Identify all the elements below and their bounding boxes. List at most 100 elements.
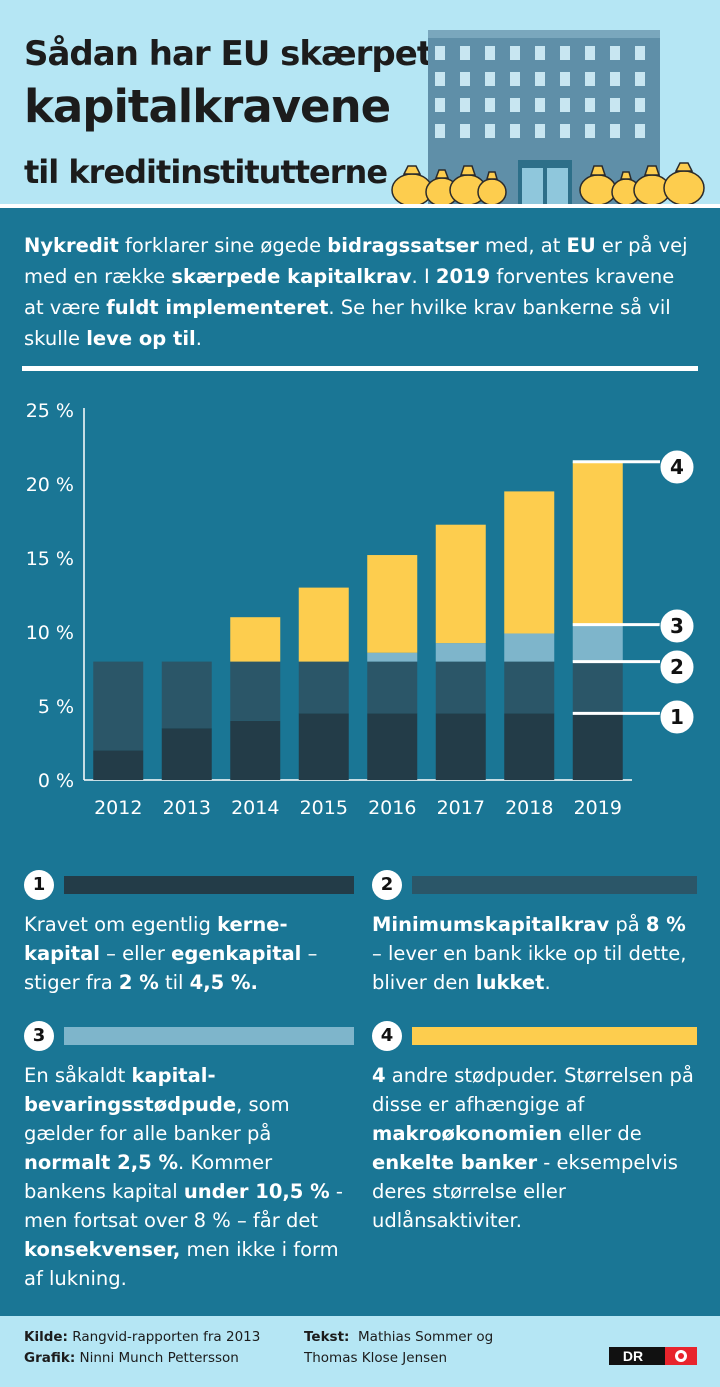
bar-segment-3 bbox=[572, 624, 623, 662]
legend-number-2: 2 bbox=[372, 870, 402, 900]
legend-text-segment: 4,5 %. bbox=[189, 971, 258, 994]
intro-bold: skærpede kapitalkrav bbox=[171, 265, 412, 288]
bar-segment-1 bbox=[435, 713, 486, 780]
legend-text-1: Kravet om egentlig kerne-kapital – eller… bbox=[24, 910, 354, 997]
y-tick-label: 15 % bbox=[26, 548, 74, 570]
intro-bold: 2019 bbox=[435, 265, 491, 288]
intro-bold: EU bbox=[566, 234, 596, 257]
legend-text-segment: En såkaldt bbox=[24, 1064, 132, 1087]
intro-bold: leve op til bbox=[86, 327, 196, 350]
legend-color-bar-3 bbox=[64, 1027, 354, 1045]
bar-segment-2 bbox=[161, 661, 212, 729]
intro-bold: Nykredit bbox=[24, 234, 119, 257]
legend-text-segment: enkelte banker bbox=[372, 1151, 538, 1174]
bar-segment-2 bbox=[230, 661, 281, 721]
intro-text: Nykredit forklarer sine øgede bidragssat… bbox=[24, 230, 700, 354]
footer-credits-left: Kilde: Rangvid-rapporten fra 2013 Grafik… bbox=[24, 1327, 260, 1369]
legend-number-1: 1 bbox=[24, 870, 54, 900]
legend-text-segment: - eksempelvis deres størrelse eller udlå… bbox=[372, 1151, 678, 1232]
footer-credits-right: Tekst: Mathias Sommer og Thomas Klose Je… bbox=[304, 1327, 493, 1369]
legend-text-segment: 4 bbox=[372, 1064, 386, 1087]
x-tick-label: 2019 bbox=[574, 797, 622, 819]
callout-circle-2 bbox=[659, 649, 695, 685]
callout-number-1: 1 bbox=[670, 705, 684, 729]
legend-text-3: En såkaldt kapital-bevaringsstødpude, so… bbox=[24, 1061, 354, 1293]
legend-item-4: 4 4 andre stødpuder. Størrelsen på disse… bbox=[372, 1021, 697, 1235]
tekst-label: Tekst: bbox=[304, 1329, 350, 1345]
bar-segment-2 bbox=[298, 661, 349, 714]
legend-text-segment: men ikke i form af lukning. bbox=[24, 1238, 339, 1290]
legend-item-3: 3 En såkaldt kapital-bevaringsstødpude, … bbox=[24, 1021, 354, 1293]
legend-text-segment: . Kommer bankens kapital bbox=[24, 1151, 273, 1203]
intro-bold: fuldt implementeret bbox=[106, 296, 329, 319]
intro-span: . Se her hvilke krav bankerne så vil sku… bbox=[24, 296, 671, 350]
y-tick-label: 25 % bbox=[26, 400, 74, 422]
callout-circle-1 bbox=[659, 699, 695, 735]
legend-text-4: 4 andre stødpuder. Størrelsen på disse e… bbox=[372, 1061, 697, 1235]
bar-segment-1 bbox=[298, 713, 349, 780]
bar-segment-3 bbox=[367, 652, 418, 662]
legend-item-2: 2 Minimumskapitalkrav på 8 % – lever en … bbox=[372, 870, 697, 997]
bank-building-illustration bbox=[391, 30, 705, 208]
dr-logo-text: DR bbox=[623, 1348, 643, 1364]
legend-text-segment: 8 % bbox=[645, 913, 686, 936]
legend-text-segment: konsekvenser, bbox=[24, 1238, 181, 1261]
intro-span: er på vej med en række bbox=[24, 234, 688, 288]
legend-text-segment: , som gælder for alle banker på bbox=[24, 1093, 290, 1145]
legend-text-segment: andre stødpuder. Størrelsen på disse er … bbox=[372, 1064, 694, 1116]
intro-bold: bidragssatser bbox=[327, 234, 479, 257]
bar-segment-1 bbox=[367, 713, 418, 780]
y-tick-label: 10 % bbox=[26, 622, 74, 644]
legend-text-segment: normalt 2,5 % bbox=[24, 1151, 179, 1174]
y-tick-label: 20 % bbox=[26, 474, 74, 496]
tekst-value: Mathias Sommer og bbox=[358, 1329, 494, 1345]
bar-segment-4 bbox=[230, 617, 281, 662]
stacked-bar-chart: 0 % 5 % 10 % 15 % 20 % 25 % 2012 2013 2014 2015 20… bbox=[26, 400, 695, 819]
legend-text-segment: – stiger fra bbox=[24, 942, 318, 994]
header: Sådan har EU skærpet kapitalkravene til … bbox=[0, 0, 720, 208]
legend-text-segment: til bbox=[158, 971, 190, 994]
intro-span: med, at bbox=[478, 234, 567, 257]
legend-text-segment: under 10,5 % bbox=[183, 1180, 330, 1203]
bar-segment-4 bbox=[435, 524, 486, 644]
legend-item-1: 1 Kravet om egentlig kerne-kapital – ell… bbox=[24, 870, 354, 997]
legend-text-segment: makroøkonomien bbox=[372, 1122, 563, 1145]
x-tick-label: 2015 bbox=[300, 797, 348, 819]
legend-text-segment: lukket bbox=[475, 971, 545, 994]
bar-segment-4 bbox=[572, 461, 623, 625]
legend-color-bar-2 bbox=[412, 876, 697, 894]
bar-segment-1 bbox=[161, 728, 212, 780]
legend-text-segment: kerne-kapital bbox=[24, 913, 288, 965]
x-tick-label: 2017 bbox=[437, 797, 485, 819]
grafik-value: Ninni Munch Pettersson bbox=[79, 1350, 239, 1366]
x-tick-label: 2016 bbox=[368, 797, 416, 819]
bar-segment-1 bbox=[230, 720, 281, 780]
y-tick-label: 0 % bbox=[38, 770, 74, 792]
bar-segment-3 bbox=[504, 633, 555, 662]
intro-span: forventes kravene at være bbox=[24, 265, 675, 319]
bar-segment-4 bbox=[367, 555, 418, 653]
callout-circle-3 bbox=[659, 608, 695, 644]
bar-segment-1 bbox=[572, 713, 623, 780]
legend-text-2: Minimumskapitalkrav på 8 % – lever en ba… bbox=[372, 910, 697, 997]
kilde-value: Rangvid-rapporten fra 2013 bbox=[72, 1329, 261, 1345]
legend-text-segment: – lever en bank ikke op til dette, blive… bbox=[372, 942, 687, 994]
x-tick-label: 2014 bbox=[231, 797, 279, 819]
bar-segment-1 bbox=[504, 713, 555, 780]
bar-segment-2 bbox=[572, 661, 623, 714]
title-line-3: til kreditinstitutterne bbox=[24, 153, 388, 191]
intro-span: . bbox=[195, 327, 202, 350]
y-tick-label: 5 % bbox=[38, 696, 74, 718]
x-tick-label: 2018 bbox=[505, 797, 553, 819]
callout-number-2: 2 bbox=[670, 655, 684, 679]
bar-segment-4 bbox=[298, 587, 349, 662]
header-divider bbox=[0, 204, 720, 208]
legend-text-segment: Kravet om egentlig bbox=[24, 913, 218, 936]
tekst-value-2: Thomas Klose Jensen bbox=[304, 1350, 448, 1366]
legend-text-segment: Minimumskapitalkrav bbox=[372, 913, 610, 936]
legend-text-segment: – eller bbox=[99, 942, 172, 965]
callout-number-3: 3 bbox=[670, 614, 684, 638]
legend-text-segment: eller de bbox=[562, 1122, 642, 1145]
legend-number-3: 3 bbox=[24, 1021, 54, 1051]
